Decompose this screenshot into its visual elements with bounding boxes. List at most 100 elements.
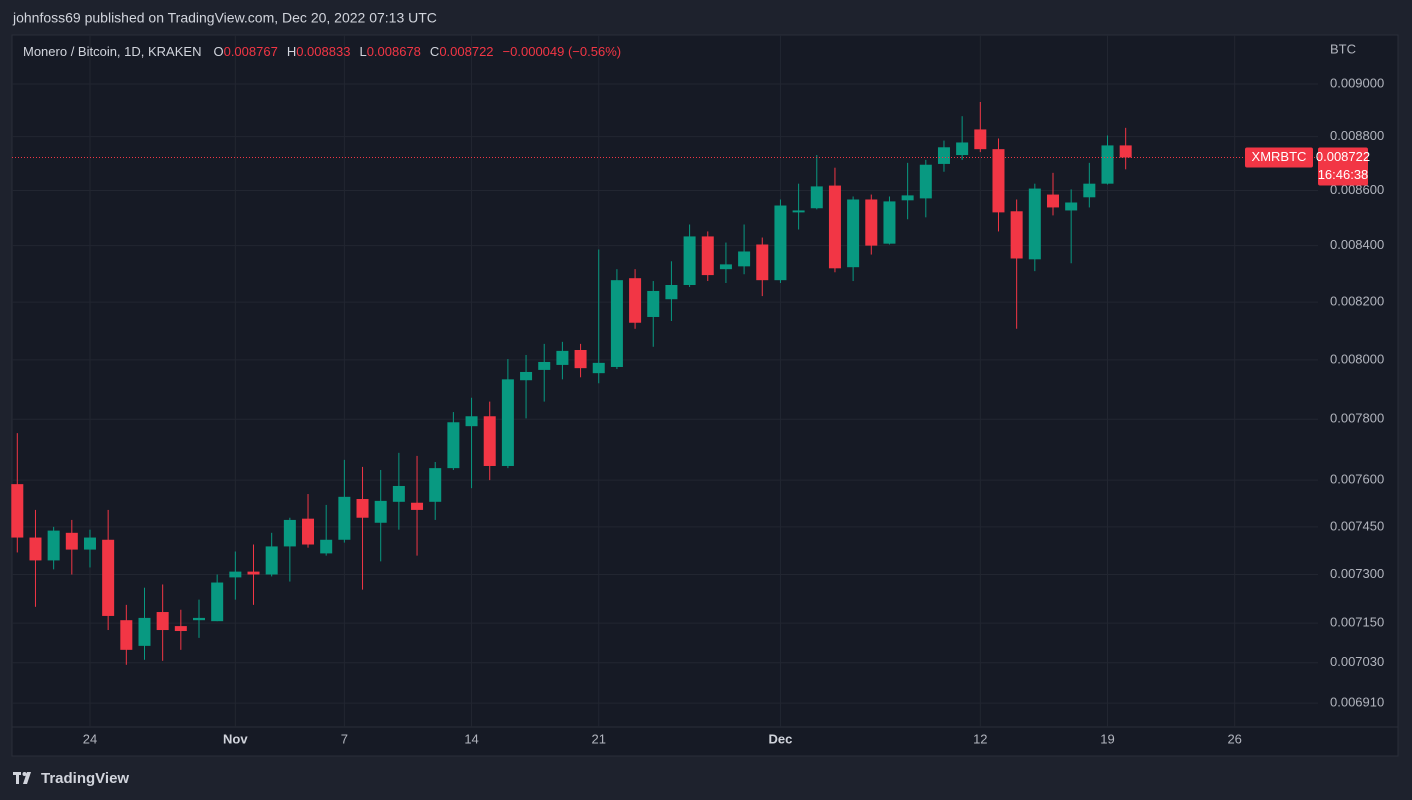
y-tick-label: 0.007030 xyxy=(1330,654,1384,669)
ticker-label: XMRBTC xyxy=(1252,149,1307,164)
candle-body xyxy=(629,278,642,323)
candle-body xyxy=(901,195,914,201)
y-tick-label: 0.006910 xyxy=(1330,695,1384,710)
candle-body xyxy=(1119,145,1132,158)
candle-body xyxy=(556,350,569,365)
candle-body xyxy=(156,612,169,631)
candle-body xyxy=(683,236,696,285)
candle-body xyxy=(701,236,714,276)
y-tick-label: 0.007300 xyxy=(1330,566,1384,581)
candle-body xyxy=(102,539,115,616)
candle-body xyxy=(810,186,823,209)
candle-body xyxy=(265,546,278,575)
legend-ohlc-value: 0.008833 xyxy=(296,44,350,59)
candle-body xyxy=(429,468,442,502)
candle-body xyxy=(847,199,860,268)
candle-body xyxy=(974,129,987,150)
candle-body xyxy=(956,142,969,156)
candle-body xyxy=(520,371,533,381)
last-price-label: 0.008722 xyxy=(1316,149,1370,164)
candle-body xyxy=(538,361,551,370)
candle-body xyxy=(374,500,387,523)
y-tick-label: 0.008800 xyxy=(1330,128,1384,143)
x-tick-label: 12 xyxy=(973,731,987,746)
candle-body xyxy=(65,532,78,550)
x-tick-label: 26 xyxy=(1227,731,1241,746)
x-tick-label: 24 xyxy=(83,731,97,746)
candle-body xyxy=(756,244,769,281)
x-tick-label: 14 xyxy=(464,731,478,746)
candle-body xyxy=(47,530,60,561)
candle-body xyxy=(738,251,751,267)
x-tick-label: Dec xyxy=(769,731,793,746)
y-tick-label: 0.007800 xyxy=(1330,411,1384,426)
candle-body xyxy=(229,571,242,578)
candle-body xyxy=(1028,188,1041,260)
candle-body xyxy=(1046,194,1059,208)
legend: Monero / Bitcoin, 1D, KRAKEN O0.008767 H0.… xyxy=(23,44,621,59)
candle-body xyxy=(320,539,333,554)
candle-body xyxy=(1010,211,1023,259)
candle-body xyxy=(774,205,787,281)
candle-body xyxy=(392,485,405,502)
candle-body xyxy=(1083,183,1096,198)
candle-body xyxy=(283,519,296,547)
candle-body xyxy=(11,484,24,538)
candle-body xyxy=(719,264,732,270)
y-tick-label: 0.008200 xyxy=(1330,294,1384,309)
candle-body xyxy=(1065,202,1078,211)
candle-body xyxy=(992,149,1005,213)
candle-body xyxy=(592,362,605,374)
overlay: 0.006910 0.007030 0.007150 0.007300 0.007450… xyxy=(12,75,1384,746)
candle-body xyxy=(483,416,496,466)
y-tick-label: 0.008400 xyxy=(1330,237,1384,252)
legend-ohlc-value: 0.008767 xyxy=(224,44,278,59)
x-tick-label: 7 xyxy=(341,731,348,746)
candle-body xyxy=(937,147,950,164)
countdown-label: 16:46:38 xyxy=(1318,167,1369,182)
legend-change: −0.000049 (−0.56%) xyxy=(503,44,622,59)
legend-ohlc-key: O xyxy=(213,44,223,59)
candle-body xyxy=(883,201,896,244)
candle-body xyxy=(828,185,841,269)
legend-ohlc-key: L xyxy=(359,44,366,59)
legend-symbol: Monero / Bitcoin, 1D, KRAKEN xyxy=(23,44,201,59)
legend-ohlc-value: 0.008678 xyxy=(367,44,421,59)
x-tick-label: 21 xyxy=(592,731,606,746)
grid xyxy=(12,35,1318,727)
candle-body xyxy=(83,537,96,550)
candle-body xyxy=(211,582,224,622)
candle-body xyxy=(174,626,187,632)
chart-frame xyxy=(11,34,1399,757)
candle-body xyxy=(411,502,424,510)
candle-body xyxy=(610,280,623,367)
candle-body xyxy=(356,499,369,518)
candle-body xyxy=(29,537,42,561)
legend-ohlc-value: 0.008722 xyxy=(439,44,493,59)
y-tick-label: 0.007450 xyxy=(1330,518,1384,533)
y-tick-label: 0.007150 xyxy=(1330,615,1384,630)
price-axis-unit: BTC xyxy=(1330,41,1356,56)
candle-body xyxy=(865,199,878,246)
candle-body xyxy=(302,518,315,545)
x-tick-label: Nov xyxy=(223,731,248,746)
candle-body xyxy=(138,617,151,646)
candle-body xyxy=(919,164,932,199)
candles xyxy=(11,101,1132,665)
publish-header: johnfoss69 published on TradingView.com,… xyxy=(12,10,437,26)
candle-body xyxy=(338,496,351,540)
candle-body xyxy=(465,416,478,427)
candle-body xyxy=(447,422,460,469)
logo-part xyxy=(22,772,27,776)
candle-body xyxy=(1101,145,1114,184)
candle-body xyxy=(501,379,514,466)
logo-part xyxy=(16,772,19,784)
price-badge xyxy=(1318,147,1368,186)
logo xyxy=(13,772,31,784)
candle-body xyxy=(665,284,678,300)
candle-body xyxy=(574,349,587,369)
candle-body xyxy=(120,620,133,650)
candle-body xyxy=(792,210,805,213)
legend-ohlc-key: H xyxy=(287,44,296,59)
